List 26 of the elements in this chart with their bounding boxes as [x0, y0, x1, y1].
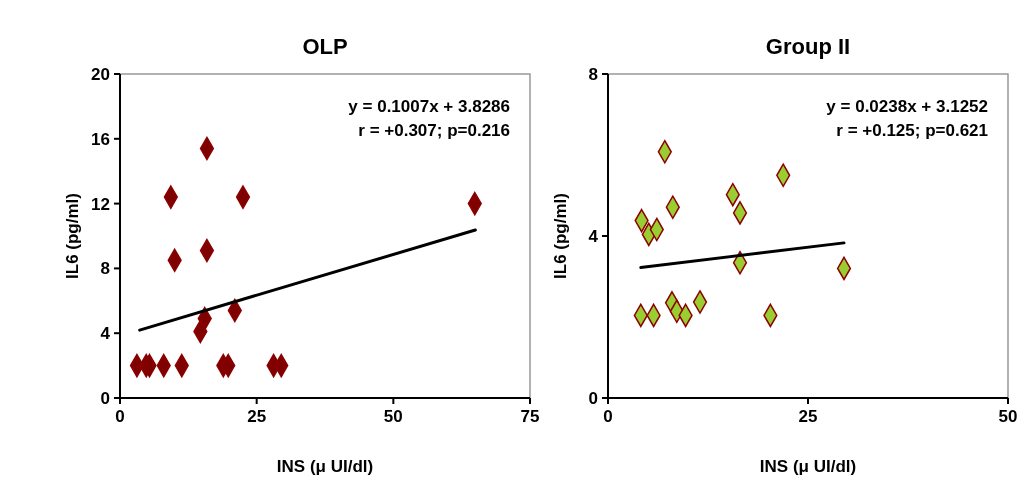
x-tick-label: 50	[383, 407, 403, 426]
x-tick-label: 25	[798, 407, 818, 426]
annotation: r = +0.307; p=0.216	[358, 121, 510, 140]
x-tick-label: 0	[115, 407, 125, 426]
y-tick-label: 0	[588, 388, 598, 408]
x-tick-label: 25	[247, 407, 267, 426]
y-tick-label: 12	[91, 194, 110, 214]
x-tick-label: 0	[603, 407, 613, 426]
chart-title: OLP	[302, 34, 348, 59]
y-tick-label: 4	[100, 324, 111, 344]
y-axis-title: IL6 (pg/ml)	[551, 193, 570, 279]
y-tick-label: 4	[588, 226, 599, 246]
chart-title: Group II	[765, 34, 851, 59]
y-tick-label: 0	[100, 388, 110, 408]
y-tick-label: 20	[91, 64, 110, 84]
x-axis-title: INS (μ UI/dl)	[759, 457, 857, 476]
x-tick-label: 50	[998, 407, 1018, 426]
annotation: r = +0.125; p=0.621	[836, 121, 988, 140]
x-tick-label: 75	[520, 407, 540, 426]
x-axis-title: INS (μ UI/dl)	[276, 457, 374, 476]
y-axis-title: IL6 (pg/ml)	[63, 193, 82, 279]
annotation: y = 0.1007x + 3.8286	[348, 97, 510, 116]
y-tick-label: 16	[91, 129, 110, 149]
y-tick-label: 8	[100, 259, 110, 279]
annotation: y = 0.0238x + 3.1252	[826, 97, 988, 116]
y-tick-label: 8	[588, 64, 598, 84]
